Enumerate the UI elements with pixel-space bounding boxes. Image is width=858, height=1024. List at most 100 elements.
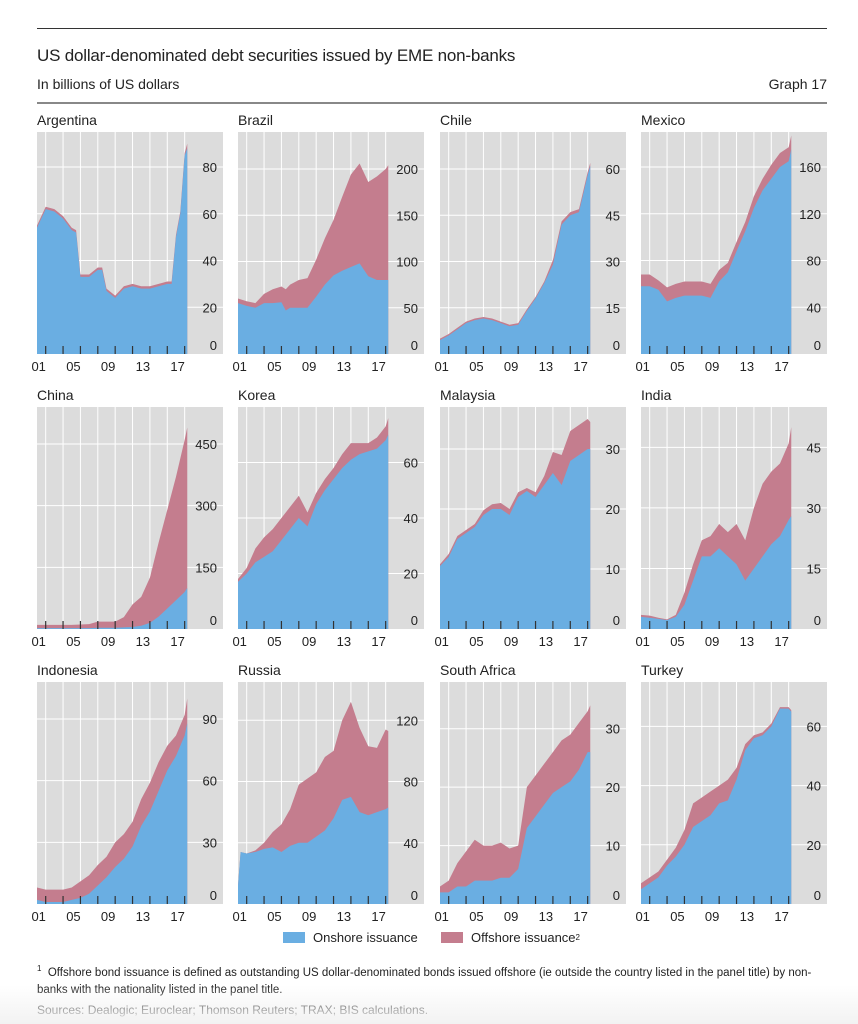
chart-title: US dollar-denominated debt securities is… xyxy=(37,46,516,65)
panel-title: Argentina xyxy=(37,112,97,128)
onshore-area xyxy=(238,434,389,629)
x-tick-label: 09 xyxy=(705,634,719,649)
x-tick-label: 17 xyxy=(371,634,385,649)
x-tick-label: 01 xyxy=(31,634,45,649)
panel-brazil: Brazil 01 05 09 13 17 0 50 100 150 200 xyxy=(232,112,438,374)
panel-malaysia: Malaysia 01 05 09 13 17 0 10 20 30 xyxy=(434,387,640,649)
y-tick-label: 20 xyxy=(606,780,620,795)
onshore-swatch xyxy=(283,932,305,943)
panel-indonesia: Indonesia 01 05 09 13 17 0 30 60 90 xyxy=(31,662,237,924)
y-tick-label: 30 xyxy=(606,442,620,457)
y-tick-label: 15 xyxy=(606,301,620,316)
offshore-area xyxy=(37,427,188,629)
y-tick-label: 50 xyxy=(404,301,418,316)
x-tick-label: 13 xyxy=(740,909,754,924)
x-tick-label: 01 xyxy=(232,359,246,374)
x-tick-label: 09 xyxy=(705,909,719,924)
panel-title: Indonesia xyxy=(37,662,98,678)
panel-korea: Korea 01 05 09 13 17 0 20 40 60 xyxy=(232,387,438,649)
x-tick-label: 13 xyxy=(539,634,553,649)
x-tick-label: 01 xyxy=(434,359,448,374)
y-tick-label: 450 xyxy=(195,437,217,452)
y-tick-label: 30 xyxy=(606,255,620,270)
legend: Onshore issuance Offshore issuance 2 xyxy=(0,930,858,950)
y-tick-label: 0 xyxy=(210,338,217,353)
x-tick-label: 17 xyxy=(170,359,184,374)
x-tick-label: 01 xyxy=(635,359,649,374)
x-tick-label: 17 xyxy=(170,634,184,649)
x-tick-label: 13 xyxy=(337,359,351,374)
x-tick-label: 01 xyxy=(434,909,448,924)
y-tick-label: 20 xyxy=(807,838,821,853)
x-tick-label: 17 xyxy=(371,359,385,374)
onshore-area xyxy=(440,752,591,904)
x-tick-label: 17 xyxy=(774,359,788,374)
onshore-area xyxy=(37,723,188,904)
x-tick-label: 01 xyxy=(232,634,246,649)
header-rule xyxy=(37,102,827,104)
x-tick-label: 05 xyxy=(267,634,281,649)
onshore-area xyxy=(440,165,591,354)
panel-plot: 01 05 09 13 17 0 150 300 450 xyxy=(31,407,223,649)
panel-argentina: Argentina 01 05 09 13 17 0 20 40 60 80 xyxy=(31,112,237,374)
x-tick-label: 05 xyxy=(670,909,684,924)
y-tick-label: 15 xyxy=(807,561,821,576)
x-tick-label: 13 xyxy=(337,909,351,924)
panel-plot: 01 05 09 13 17 0 15 30 45 60 xyxy=(434,132,626,374)
sources: Sources: Dealogic; Euroclear; Thomson Re… xyxy=(37,1003,429,1017)
panel-china: China 01 05 09 13 17 0 150 300 450 xyxy=(31,387,237,649)
y-tick-label: 0 xyxy=(411,613,418,628)
offshore-swatch xyxy=(441,932,463,943)
panel-russia: Russia 01 05 09 13 17 0 40 80 120 xyxy=(232,662,438,924)
x-tick-label: 17 xyxy=(371,909,385,924)
panel-turkey: Turkey 01 05 09 13 17 0 20 40 60 xyxy=(635,662,841,924)
x-tick-label: 13 xyxy=(740,359,754,374)
x-tick-label: 05 xyxy=(670,359,684,374)
y-tick-label: 300 xyxy=(195,499,217,514)
x-tick-label: 05 xyxy=(66,634,80,649)
panel-title: Russia xyxy=(238,662,281,678)
panel-plot: 01 05 09 13 17 0 20 40 60 80 xyxy=(31,132,223,374)
y-tick-label: 200 xyxy=(396,162,418,177)
x-tick-label: 05 xyxy=(469,909,483,924)
onshore-area xyxy=(641,149,792,354)
y-tick-label: 0 xyxy=(814,613,821,628)
legend-label-onshore: Onshore issuance xyxy=(313,930,418,945)
y-tick-label: 60 xyxy=(404,456,418,471)
panel-plot: 01 05 09 13 17 0 20 40 60 xyxy=(635,682,827,924)
panel-title: China xyxy=(37,387,74,403)
x-tick-label: 01 xyxy=(635,634,649,649)
x-tick-label: 05 xyxy=(267,359,281,374)
panel-plot: 01 05 09 13 17 0 15 30 45 xyxy=(635,407,827,649)
y-tick-label: 80 xyxy=(404,775,418,790)
onshore-area xyxy=(440,449,591,629)
x-tick-label: 17 xyxy=(774,634,788,649)
panel-chile: Chile 01 05 09 13 17 0 15 30 45 60 xyxy=(434,112,640,374)
onshore-area xyxy=(37,148,188,354)
panel-title: Brazil xyxy=(238,112,274,128)
y-tick-label: 60 xyxy=(606,162,620,177)
y-tick-label: 30 xyxy=(203,835,217,850)
x-tick-label: 09 xyxy=(302,634,316,649)
panel-plot: 01 05 09 13 17 0 40 80 120 160 xyxy=(635,132,827,374)
x-tick-label: 01 xyxy=(31,359,45,374)
x-tick-label: 09 xyxy=(504,634,518,649)
legend-footnote-marker: 2 xyxy=(575,933,580,942)
y-tick-label: 0 xyxy=(613,613,620,628)
x-tick-label: 17 xyxy=(573,634,587,649)
onshore-area xyxy=(641,708,792,904)
panel-plot: 01 05 09 13 17 0 50 100 150 200 xyxy=(232,132,424,374)
y-tick-label: 0 xyxy=(613,888,620,903)
y-tick-label: 10 xyxy=(606,839,620,854)
y-tick-label: 40 xyxy=(807,300,821,315)
x-tick-label: 09 xyxy=(504,359,518,374)
x-tick-label: 17 xyxy=(774,909,788,924)
onshore-area xyxy=(238,796,389,904)
panel-title: Turkey xyxy=(641,662,684,678)
panel-plot: 01 05 09 13 17 0 10 20 30 xyxy=(434,407,626,649)
panel-south-africa: South Africa 01 05 09 13 17 0 10 20 30 xyxy=(434,662,640,924)
y-tick-label: 60 xyxy=(203,207,217,222)
y-tick-label: 45 xyxy=(807,440,821,455)
x-tick-label: 01 xyxy=(434,634,448,649)
legend-item-onshore: Onshore issuance xyxy=(283,930,418,945)
